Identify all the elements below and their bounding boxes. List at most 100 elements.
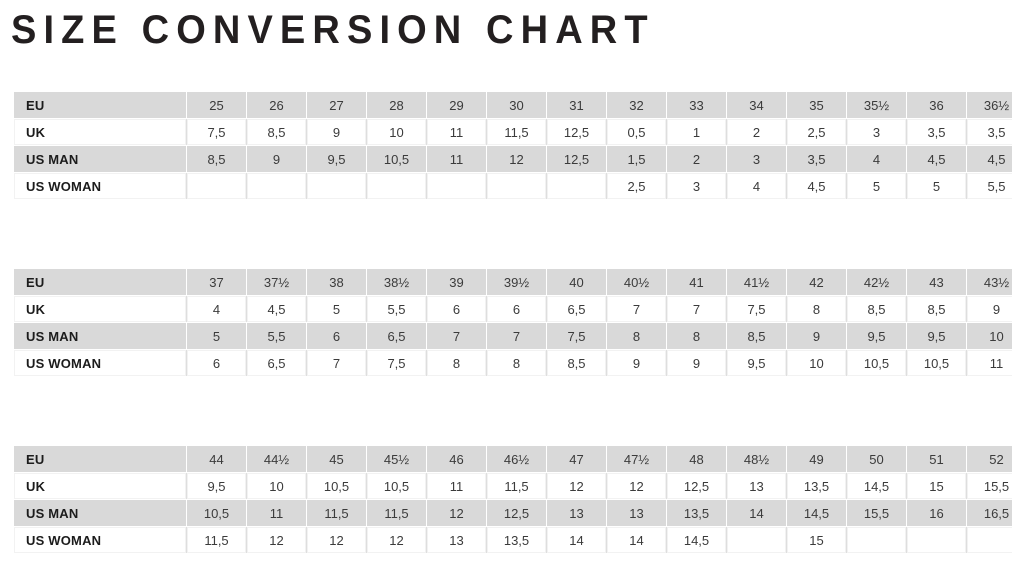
size-cell: 6,5	[546, 295, 607, 323]
size-cell: 15	[786, 526, 847, 554]
size-cell: 41½	[726, 268, 787, 296]
size-cell: 35½	[846, 91, 907, 119]
size-cell: 11	[426, 118, 487, 146]
size-cell: 40½	[606, 268, 667, 296]
page-title: SIZE CONVERSION CHART	[11, 8, 655, 52]
size-cell: 14	[726, 499, 787, 527]
size-cell: 8,5	[846, 295, 907, 323]
size-cell	[366, 172, 427, 200]
size-cell: 25	[186, 91, 247, 119]
size-cell: 14,5	[666, 526, 727, 554]
size-cell: 8	[486, 349, 547, 377]
size-cell: 38½	[366, 268, 427, 296]
size-cell: 4	[726, 172, 787, 200]
size-cell: 12	[426, 499, 487, 527]
row-label-us-woman: US WOMAN	[13, 526, 187, 554]
size-cell: 30	[486, 91, 547, 119]
size-cell: 7	[486, 322, 547, 350]
size-cell: 3	[846, 118, 907, 146]
table-row: US WOMAN 2,5 3 4 4,5 5 5 5,5	[13, 172, 1012, 200]
size-cell: 0,5	[606, 118, 667, 146]
size-cell: 13	[546, 499, 607, 527]
size-cell: 10	[786, 349, 847, 377]
size-cell: 5	[906, 172, 967, 200]
size-cell	[966, 526, 1012, 554]
size-cell: 9,5	[306, 145, 367, 173]
size-cell: 14,5	[846, 472, 907, 500]
size-cell: 13,5	[486, 526, 547, 554]
size-cell: 11	[966, 349, 1012, 377]
row-label-us-man: US MAN	[13, 145, 187, 173]
size-cell: 11,5	[486, 472, 547, 500]
size-cell: 27	[306, 91, 367, 119]
size-cell: 6	[486, 295, 547, 323]
size-cell: 6,5	[246, 349, 307, 377]
size-cell: 12,5	[546, 118, 607, 146]
size-cell: 34	[726, 91, 787, 119]
size-cell: 9,5	[846, 322, 907, 350]
size-table: EU 44 44½ 45 45½ 46 46½ 47 47½ 48 48½ 49 50 51 52 UK 9,5…	[13, 445, 1012, 554]
tables-container: EU 25 26 27 28 29 30 31 32 33 34 35 35½ 36 36½ UK 7,5 8,5…	[13, 91, 1012, 554]
row-label-eu: EU	[13, 268, 187, 296]
size-cell: 13,5	[666, 499, 727, 527]
table-row: UK 7,5 8,5 9 10 11 11,5 12,5 0,5 1 2 2,5 3 3,5 3,5	[13, 118, 1012, 146]
table-row: EU 25 26 27 28 29 30 31 32 33 34 35 35½ 36 36½	[13, 91, 1012, 119]
size-cell: 7	[426, 322, 487, 350]
size-cell: 37½	[246, 268, 307, 296]
size-cell: 3,5	[786, 145, 847, 173]
size-cell: 39½	[486, 268, 547, 296]
size-cell: 9	[786, 322, 847, 350]
size-cell: 6	[186, 349, 247, 377]
size-cell: 4	[186, 295, 247, 323]
size-cell: 9	[246, 145, 307, 173]
row-label-uk: UK	[13, 118, 187, 146]
size-cell: 48½	[726, 445, 787, 473]
row-label-eu: EU	[13, 445, 187, 473]
size-cell: 11	[426, 145, 487, 173]
size-cell: 2	[726, 118, 787, 146]
row-label-us-man: US MAN	[13, 322, 187, 350]
size-cell: 4,5	[906, 145, 967, 173]
size-cell: 7,5	[546, 322, 607, 350]
size-cell: 8	[426, 349, 487, 377]
size-cell: 8,5	[906, 295, 967, 323]
size-cell: 5	[846, 172, 907, 200]
size-cell: 3,5	[906, 118, 967, 146]
size-cell: 10,5	[906, 349, 967, 377]
size-cell: 8	[786, 295, 847, 323]
size-cell: 8	[666, 322, 727, 350]
size-cell: 12,5	[546, 145, 607, 173]
size-cell: 9,5	[186, 472, 247, 500]
size-cell: 15,5	[846, 499, 907, 527]
size-cell: 10,5	[366, 145, 427, 173]
size-cell: 9,5	[906, 322, 967, 350]
table-row: US WOMAN 6 6,5 7 7,5 8 8 8,5 9 9 9,5 10 10,5 10,5 11	[13, 349, 1012, 377]
size-cell: 15,5	[966, 472, 1012, 500]
size-cell: 7,5	[726, 295, 787, 323]
table-row: EU 37 37½ 38 38½ 39 39½ 40 40½ 41 41½ 42 42½ 43 43½	[13, 268, 1012, 296]
size-cell: 42	[786, 268, 847, 296]
size-cell: 12,5	[666, 472, 727, 500]
size-cell: 45½	[366, 445, 427, 473]
size-cell: 12	[246, 526, 307, 554]
size-cell: 11	[246, 499, 307, 527]
size-cell: 46	[426, 445, 487, 473]
size-cell: 13	[606, 499, 667, 527]
table-row: US MAN 10,5 11 11,5 11,5 12 12,5 13 13 13,5 14 14,5…	[13, 499, 1012, 527]
size-cell: 46½	[486, 445, 547, 473]
size-cell: 16,5	[966, 499, 1012, 527]
size-cell: 47	[546, 445, 607, 473]
size-cell: 5	[306, 295, 367, 323]
size-cell: 43½	[966, 268, 1012, 296]
size-cell: 15	[906, 472, 967, 500]
size-cell: 6	[426, 295, 487, 323]
size-cell	[486, 172, 547, 200]
size-cell: 38	[306, 268, 367, 296]
size-cell: 7,5	[366, 349, 427, 377]
size-cell: 13	[426, 526, 487, 554]
size-cell: 3	[666, 172, 727, 200]
size-cell: 52	[966, 445, 1012, 473]
size-cell: 12,5	[486, 499, 547, 527]
size-cell: 14	[606, 526, 667, 554]
size-cell: 7	[306, 349, 367, 377]
